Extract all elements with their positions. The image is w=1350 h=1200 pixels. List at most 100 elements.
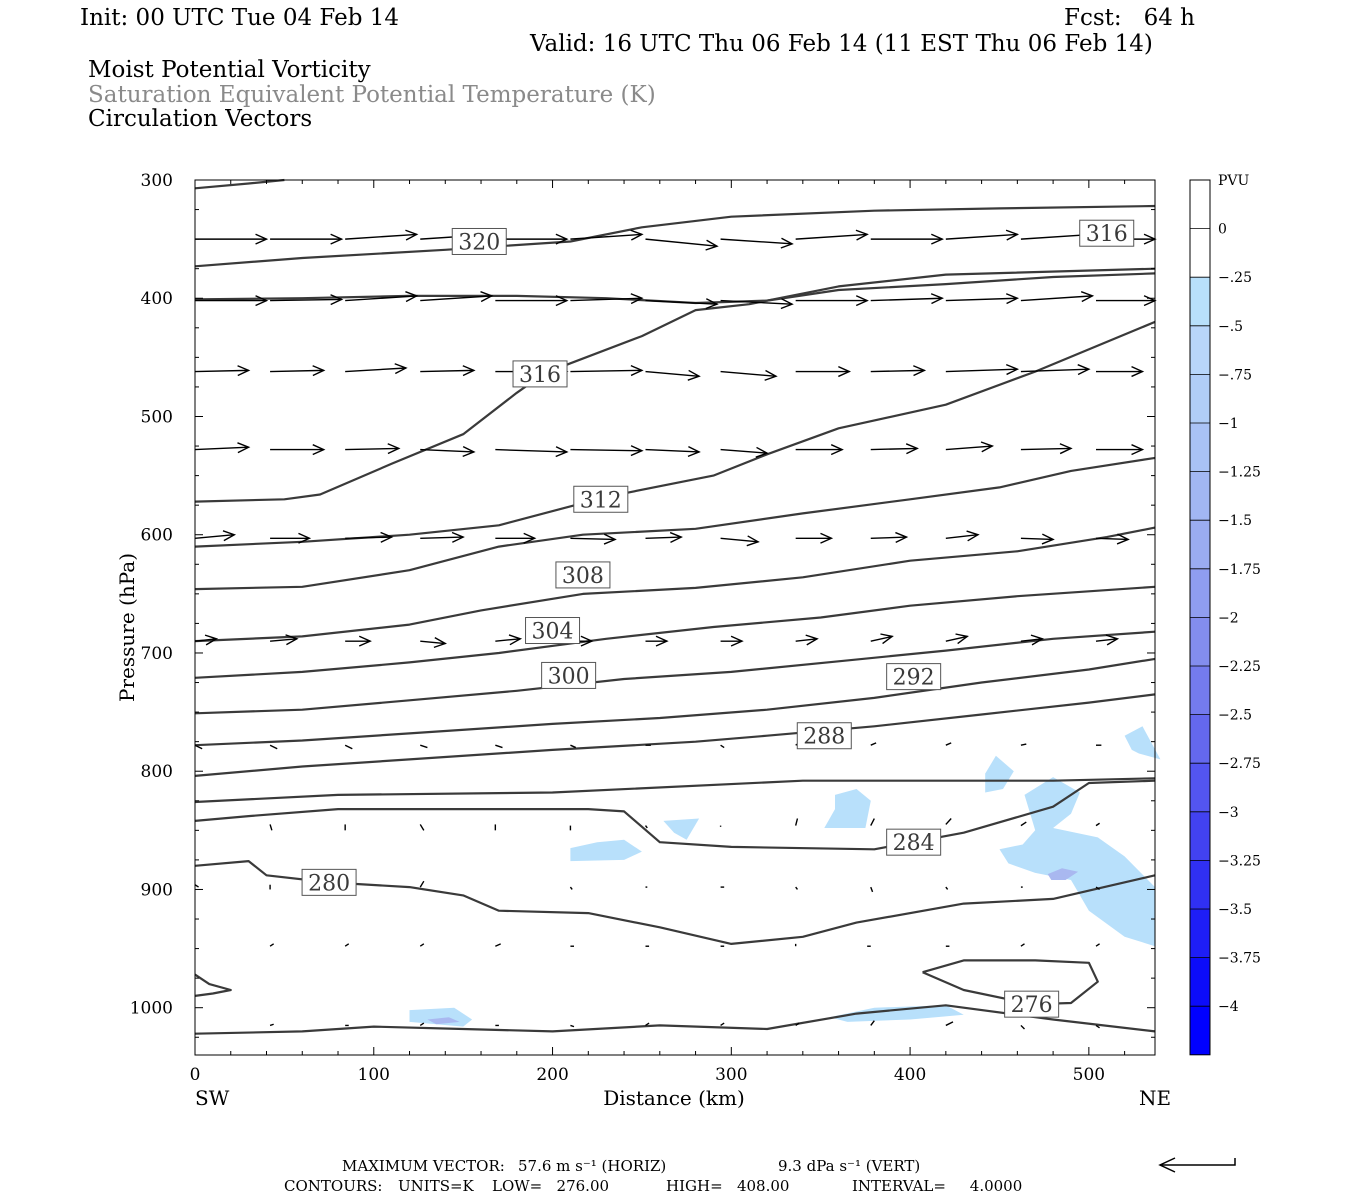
colorbar-label: −.25 [1218, 270, 1252, 286]
colorbar-units: PVU [1218, 173, 1250, 189]
circulation-vector [794, 818, 799, 826]
circulation-vector [1020, 1024, 1025, 1030]
circulation-vector [194, 634, 219, 646]
circulation-vector [945, 530, 980, 542]
circulation-vector [345, 291, 419, 303]
x-tick-label: 300 [715, 1065, 747, 1085]
y-tick-label: 1000 [130, 999, 173, 1019]
circulation-vector [495, 295, 569, 307]
reference-vector-arrow [1158, 1157, 1236, 1173]
colorbar-segment [1190, 666, 1210, 715]
circulation-vector [495, 634, 523, 646]
colorbar-label: −3.75 [1218, 951, 1261, 967]
contour-label-box [541, 661, 597, 689]
circulation-vector [194, 365, 251, 377]
theta-e-contour [194, 860, 1156, 945]
circulation-vectors [194, 229, 1157, 1030]
circulation-vector [720, 446, 769, 458]
contour-label: 284 [893, 831, 935, 856]
circulation-vector [945, 364, 1020, 376]
colorbar-label: 0 [1218, 222, 1227, 238]
circulation-vector [195, 233, 269, 245]
circulation-vector [570, 533, 617, 545]
contour-high: HIGH= 408.00 [666, 1177, 790, 1195]
reference-arrow-head [1158, 1157, 1176, 1173]
circulation-vector [1095, 943, 1100, 947]
circulation-vector [795, 1022, 800, 1027]
colorbar-label: −2.75 [1218, 756, 1261, 772]
colorbar-label: −1.75 [1218, 562, 1261, 578]
theta-e-contour [922, 959, 1099, 1006]
circulation-vector [645, 531, 683, 543]
contour-label-box [301, 868, 357, 896]
colorbar-segment [1190, 617, 1210, 666]
contour-label: 300 [548, 664, 590, 689]
circulation-vector [270, 532, 312, 544]
circulation-vector [270, 444, 326, 456]
colorbar-segment [1190, 277, 1210, 326]
circulation-vector [644, 825, 648, 829]
circulation-vector [645, 635, 669, 647]
circulation-vector [495, 233, 569, 245]
theta-e-contours [194, 178, 1156, 1035]
circulation-vector [345, 443, 401, 455]
x-axis-right-end-label: NE [1139, 1086, 1171, 1110]
colorbar-segment [1190, 860, 1210, 909]
colorbar-segment [1190, 180, 1210, 229]
circulation-vector [945, 293, 1020, 305]
circulation-vector [795, 366, 852, 378]
theta-e-contour [194, 178, 285, 190]
circulation-vector [1095, 1024, 1100, 1029]
pv-region [824, 789, 871, 828]
theta-e-contour [194, 777, 1156, 804]
circulation-vector [1095, 533, 1130, 545]
contour-label: 288 [803, 725, 845, 750]
theta-e-contour [194, 630, 1156, 715]
circulation-vector [945, 441, 995, 453]
contour-label: 276 [1011, 993, 1053, 1018]
colorbar-label: −1.5 [1218, 513, 1252, 529]
circulation-vector [795, 444, 844, 456]
circulation-vector [1020, 291, 1095, 303]
circulation-vector [420, 291, 494, 303]
circulation-vector [419, 943, 425, 947]
contour-units: UNITS=K [398, 1177, 474, 1195]
y-tick-label: 600 [141, 526, 173, 546]
circulation-vector [645, 445, 701, 458]
y-tick-label: 300 [141, 171, 173, 191]
circulation-vector [720, 298, 794, 310]
circulation-vector [720, 535, 760, 547]
circulation-vector [1096, 444, 1145, 456]
circulation-vector [870, 443, 919, 455]
theta-e-contour [194, 526, 1156, 643]
pv-region [663, 818, 700, 840]
circulation-vector [570, 229, 644, 241]
circulation-vector [1020, 943, 1025, 947]
circulation-vector [870, 742, 877, 746]
circulation-vector [795, 634, 819, 646]
axes: 300 400 500 600 700 800 900 1000 0 100 200 300 400 50… [130, 171, 1155, 1085]
circulation-vector [870, 886, 874, 893]
circulation-vector [645, 238, 719, 251]
colorbar-label: −3.5 [1218, 902, 1252, 918]
x-tick-label: 100 [358, 1065, 390, 1085]
title-line-thetae: Saturation Equivalent Potential Temperat… [88, 82, 656, 108]
circulation-vector [570, 445, 644, 457]
circulation-vector [720, 744, 725, 749]
contour-label: 280 [308, 871, 350, 896]
circulation-vector [344, 744, 353, 750]
circulation-vector [1095, 886, 1100, 891]
circulation-vector [419, 824, 425, 831]
theta-e-contour [194, 320, 1156, 548]
circulation-vector [420, 365, 476, 377]
pv-shading [409, 726, 1161, 1027]
colorbar-label: −2.5 [1218, 708, 1252, 724]
colorbar-label: −4 [1218, 999, 1239, 1015]
y-tick-label: 500 [141, 407, 173, 427]
colorbar-segment [1190, 909, 1210, 958]
valid-time: Valid: 16 UTC Thu 06 Feb 14 (11 EST Thu … [530, 31, 1153, 57]
colorbar-segment [1190, 957, 1210, 1007]
circulation-vector [420, 531, 465, 543]
circulation-vector [269, 1023, 274, 1027]
circulation-vector [1020, 364, 1091, 376]
